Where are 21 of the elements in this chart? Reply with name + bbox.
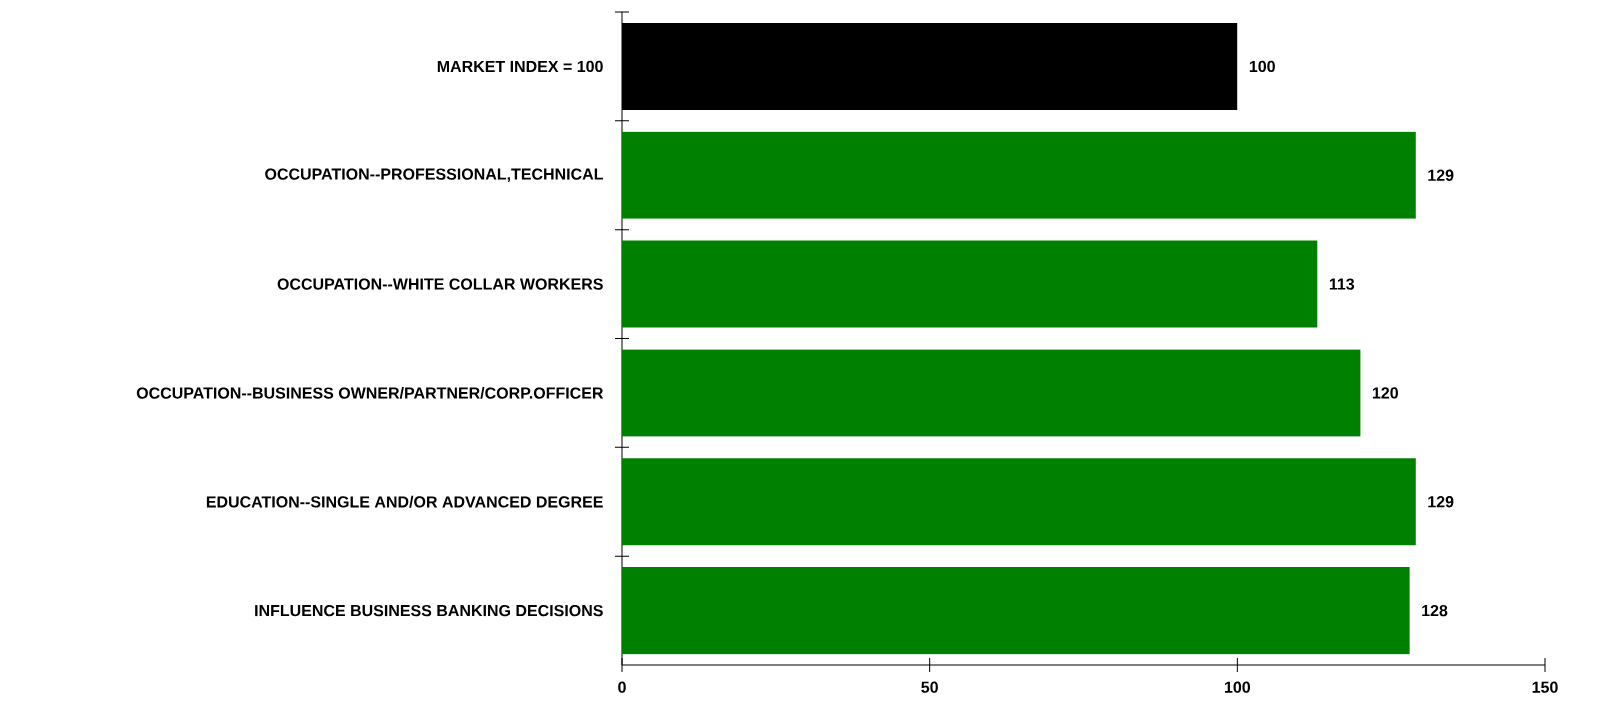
data-label: 113 [1329,278,1355,290]
y-tick-label: MARKET INDEX = 100 [437,60,603,73]
x-tick-label: 100 [1224,681,1251,693]
y-tick-label: EDUCATION--SINGLE AND/OR ADVANCED DEGREE [206,495,603,508]
data-label: 128 [1422,604,1448,617]
data-label: 129 [1428,169,1454,181]
y-tick-label: OCCUPATION--PROFESSIONAL,TECHNICAL [265,168,603,183]
bar [622,131,1416,219]
bar [622,567,1410,655]
data-label: 100 [1249,60,1275,73]
bar [622,240,1318,328]
y-tick-label: OCCUPATION--BUSINESS OWNER/PARTNER/CORP.OFFICER [136,386,604,399]
y-tick-label: OCCUPATION--WHITE COLLAR WORKERS [277,278,603,290]
data-label: 129 [1428,496,1454,508]
bar [622,458,1416,546]
x-tick-label: 150 [1532,681,1558,693]
data-label: 120 [1372,387,1398,399]
bar [622,349,1361,437]
y-tick-label: INFLUENCE BUSINESS BANKING DECISIONS [255,604,603,617]
x-tick-label: 0 [618,681,626,693]
x-tick-label: 50 [921,681,938,693]
